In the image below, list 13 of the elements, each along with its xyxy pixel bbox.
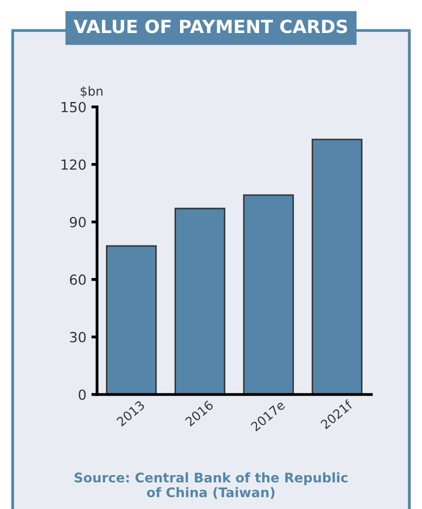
y-tick-label: 90 — [70, 216, 86, 228]
bar — [106, 245, 157, 394]
y-tick-label: 150 — [62, 102, 86, 112]
y-tick-label: 0 — [78, 389, 86, 400]
source-note: Source: Central Bank of the Republic of China (Taiwan) — [74, 472, 348, 499]
y-tick-label: 30 — [70, 332, 86, 342]
y-axis-title: $bn — [80, 86, 102, 98]
bar — [174, 208, 226, 394]
y-tick-label: 60 — [70, 274, 86, 285]
chart-title: VALUE OF PAYMENT CARDS — [74, 20, 348, 34]
bar — [243, 194, 294, 394]
bar — [312, 138, 362, 394]
y-tick-label: 120 — [62, 159, 86, 170]
